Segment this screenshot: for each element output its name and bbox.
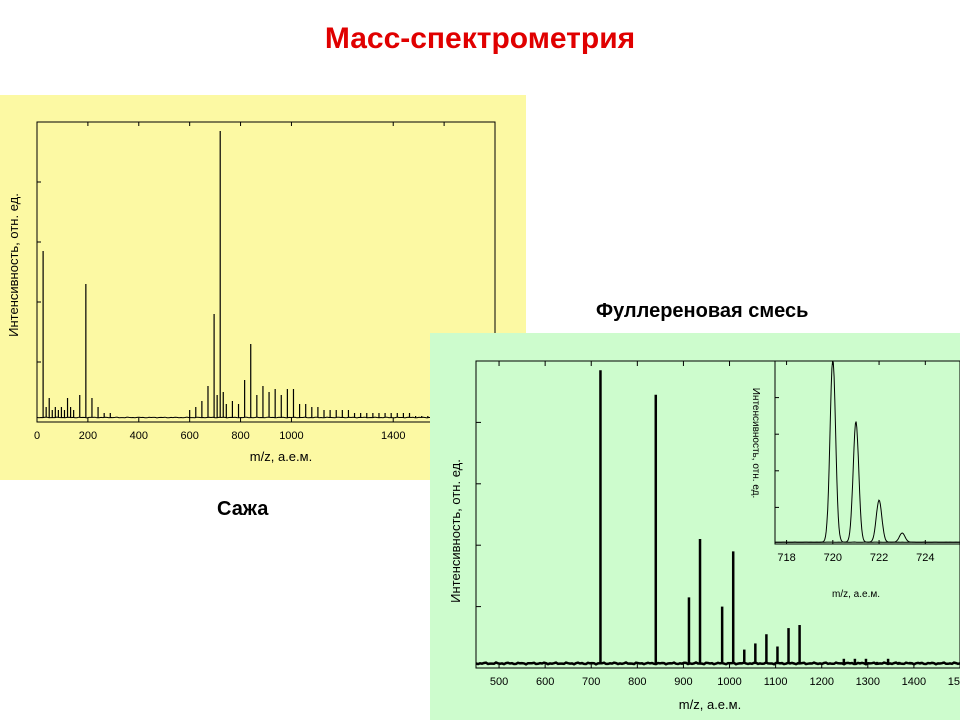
fullerene-xtick-label-6: 1100 [764, 676, 788, 688]
soot-xtick-label-2: 400 [130, 430, 148, 442]
fullerene-xtick-label-3: 800 [628, 676, 646, 688]
fullerene-ylabel: Интенсивность, отн. ед. [448, 459, 463, 603]
fullerene-xtick-label-7: 1200 [809, 676, 833, 688]
soot-xtick-label-4: 800 [231, 430, 249, 442]
caption-soot: Сажа [217, 498, 268, 521]
soot-baseline [37, 417, 495, 418]
fullerene-xlabel: m/z, а.е.м. [679, 697, 741, 712]
soot-xtick-label-5: 1000 [279, 430, 303, 442]
soot-series [37, 131, 495, 418]
page-title: Масс-спектрометрия [0, 22, 960, 56]
soot-xtick-label-1: 200 [79, 430, 97, 442]
fullerene-xtick-label-0: 500 [490, 676, 508, 688]
fullerene-inset-xtick-label-1: 720 [824, 552, 842, 564]
fullerene-inset-xtick-label-3: 724 [916, 552, 934, 564]
soot-plot: 0200400600800100014001600m/z, а.е.м.Инте… [6, 122, 495, 464]
fullerene-xtick-label-5: 1000 [717, 676, 741, 688]
fullerene-xtick-label-8: 1300 [856, 676, 880, 688]
soot-frame [37, 122, 495, 422]
fullerene-inset-xtick-label-0: 718 [777, 552, 795, 564]
fullerene-inset-plot: 718 720 722 724 m/z, а.е.м. Интенсивность, от… [750, 361, 960, 600]
caption-fullerene: Фуллереновая смесь [596, 300, 808, 323]
fullerene-xtick-label-1: 600 [536, 676, 554, 688]
fullerene-inset-ylabel: Интенсивность, отн. ед. [750, 388, 761, 499]
fullerene-inset-xtick-label-2: 722 [870, 552, 888, 564]
soot-xtick-label-6: 1400 [381, 430, 405, 442]
soot-xtick-label-3: 600 [180, 430, 198, 442]
fullerene-xtick-label-9: 1400 [902, 676, 926, 688]
fullerene-inset-xlabel: m/z, а.е.м. [832, 589, 880, 600]
fullerene-xtick-label-4: 900 [674, 676, 692, 688]
soot-ylabel: Интенсивность, отн. ед. [6, 193, 21, 337]
fullerene-xtick-label-10: 1500 [948, 676, 960, 688]
soot-xlabel: m/z, а.е.м. [250, 449, 312, 464]
fullerene-chart: 500 600 700 800 900 1000 1100 1200 1300 1400 1500 m… [430, 333, 960, 720]
soot-xtick-label-0: 0 [34, 430, 40, 442]
fullerene-chart-panel: 500 600 700 800 900 1000 1100 1200 1300 1400 1500 m… [430, 333, 960, 720]
fullerene-xtick-label-2: 700 [582, 676, 600, 688]
fullerene-inset-frame [775, 361, 960, 544]
